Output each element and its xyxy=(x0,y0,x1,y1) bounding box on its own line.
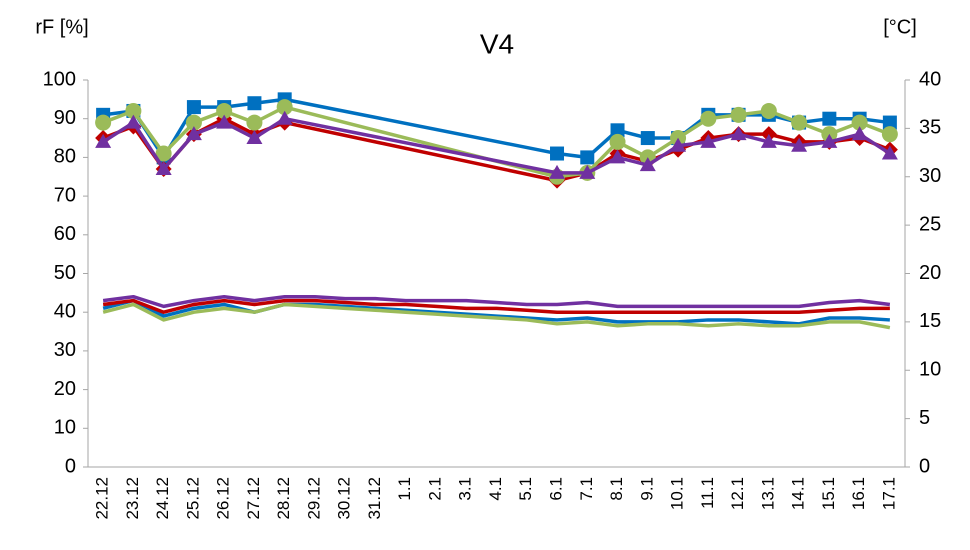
marker xyxy=(276,110,293,125)
marker xyxy=(155,145,172,162)
marker xyxy=(791,114,808,131)
marker xyxy=(791,137,808,152)
marker xyxy=(125,102,142,119)
x-tick-label: 12.1 xyxy=(728,477,747,510)
marker xyxy=(881,126,898,143)
x-tick-label: 3.1 xyxy=(456,477,475,501)
x-tick-label: 8.1 xyxy=(607,477,626,501)
marker xyxy=(610,123,625,138)
marker xyxy=(670,137,687,152)
y-tick-label: 40 xyxy=(54,300,76,322)
y-tick-label: 20 xyxy=(54,378,76,400)
marker xyxy=(216,102,233,119)
marker xyxy=(851,114,868,131)
marker xyxy=(155,161,172,176)
x-tick-label: 9.1 xyxy=(637,477,656,501)
y2-tick-label: 15 xyxy=(919,310,941,332)
marker xyxy=(246,130,263,145)
marker xyxy=(730,126,747,141)
y2-tick-label: 20 xyxy=(919,262,941,284)
x-tick-label: 30.12 xyxy=(335,477,354,520)
y-tick-label: 30 xyxy=(54,339,76,361)
y-tick-label: 10 xyxy=(54,417,76,439)
x-tick-label: 23.12 xyxy=(123,477,142,520)
x-tick-label: 16.1 xyxy=(849,477,868,510)
series-line xyxy=(102,294,891,309)
y-tick-label: 70 xyxy=(54,184,76,206)
y-tick-label: 60 xyxy=(54,223,76,245)
y2-tick-label: 0 xyxy=(919,455,930,477)
y-tick-label: 0 xyxy=(65,455,76,477)
x-tick-label: 13.1 xyxy=(758,477,777,510)
marker xyxy=(760,102,777,119)
x-tick-label: 4.1 xyxy=(486,477,505,501)
marker xyxy=(579,164,596,179)
x-tick-label: 7.1 xyxy=(577,477,596,501)
y2-axis-label: [°C] xyxy=(883,16,917,38)
marker xyxy=(881,145,898,160)
y2-tick-label: 5 xyxy=(919,407,930,429)
marker xyxy=(276,99,293,116)
x-tick-label: 11.1 xyxy=(698,477,717,509)
marker xyxy=(882,115,897,130)
x-tick-label: 6.1 xyxy=(547,477,566,501)
x-tick-label: 1.1 xyxy=(395,477,414,501)
marker xyxy=(125,114,142,129)
marker xyxy=(580,150,595,165)
x-tick-label: 24.12 xyxy=(153,477,172,520)
marker xyxy=(185,114,202,131)
marker xyxy=(639,157,656,172)
marker xyxy=(851,126,868,141)
y-tick-label: 100 xyxy=(43,68,76,90)
y-tick-label: 50 xyxy=(54,262,76,284)
x-tick-label: 5.1 xyxy=(516,477,535,501)
y-tick-label: 90 xyxy=(54,107,76,129)
x-tick-label: 29.12 xyxy=(304,477,323,520)
x-tick-label: 2.1 xyxy=(425,477,444,501)
marker xyxy=(730,106,747,123)
x-tick-label: 15.1 xyxy=(819,477,838,510)
y-tick-label: 80 xyxy=(54,146,76,168)
x-tick-label: 17.1 xyxy=(879,477,898,510)
x-tick-label: 31.12 xyxy=(365,477,384,520)
marker xyxy=(216,114,233,129)
marker xyxy=(609,149,626,164)
y2-tick-label: 35 xyxy=(919,117,941,139)
series-line xyxy=(102,298,890,326)
marker xyxy=(186,100,201,115)
y-axis-label: rF [%] xyxy=(35,16,88,38)
chart-title: V4 xyxy=(480,28,514,59)
marker xyxy=(700,110,717,127)
x-tick-label: 26.12 xyxy=(214,477,233,520)
marker xyxy=(95,114,112,131)
y2-tick-label: 40 xyxy=(919,68,941,90)
x-tick-label: 25.12 xyxy=(183,477,202,520)
marker xyxy=(822,111,837,126)
x-tick-label: 27.12 xyxy=(244,477,263,520)
marker xyxy=(821,133,838,148)
marker xyxy=(246,114,263,131)
marker xyxy=(760,133,777,148)
marker xyxy=(95,133,112,148)
y2-tick-label: 30 xyxy=(919,165,941,187)
x-tick-label: 22.12 xyxy=(93,477,112,520)
marker xyxy=(185,126,202,141)
marker xyxy=(609,133,626,150)
x-tick-label: 10.1 xyxy=(668,477,687,510)
marker xyxy=(247,96,262,111)
marker xyxy=(549,164,566,179)
marker xyxy=(640,131,655,146)
marker xyxy=(700,133,717,148)
y2-tick-label: 25 xyxy=(919,213,941,235)
series-line xyxy=(102,298,890,314)
x-tick-label: 14.1 xyxy=(789,477,808,510)
marker xyxy=(550,146,565,161)
y2-tick-label: 10 xyxy=(919,359,941,381)
x-tick-label: 28.12 xyxy=(274,477,293,520)
series-line xyxy=(102,302,891,330)
